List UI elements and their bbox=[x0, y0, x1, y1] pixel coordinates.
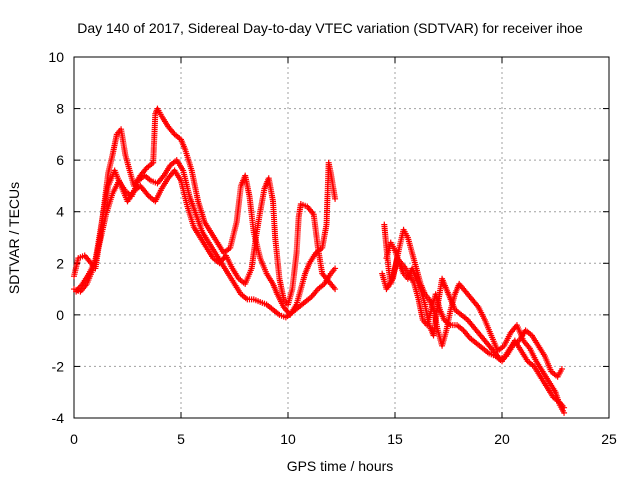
data-point bbox=[561, 409, 568, 416]
plot-frame bbox=[73, 56, 610, 419]
y-tick-label: -2 bbox=[52, 358, 65, 374]
x-tick-label: 5 bbox=[177, 431, 185, 447]
chart-title: Day 140 of 2017, Sidereal Day-to-day VTE… bbox=[77, 20, 583, 36]
tick-labels: 0 5 10 15 20 25 -4 -2 0 2 4 6 8 10 bbox=[48, 49, 617, 447]
x-axis-label: GPS time / hours bbox=[287, 458, 394, 474]
data-points bbox=[71, 105, 568, 416]
y-tick-label: 4 bbox=[56, 204, 64, 220]
series-track-e bbox=[383, 239, 565, 380]
data-point bbox=[561, 404, 568, 411]
x-tick-label: 10 bbox=[280, 431, 296, 447]
y-tick-label: 6 bbox=[56, 152, 64, 168]
data-point bbox=[332, 195, 339, 202]
data-point bbox=[332, 286, 339, 293]
y-tick-label: 10 bbox=[48, 49, 64, 65]
axis-ticks bbox=[73, 56, 610, 419]
x-tick-label: 20 bbox=[494, 431, 510, 447]
series-track-c bbox=[73, 167, 339, 308]
x-tick-label: 0 bbox=[70, 431, 78, 447]
y-tick-label: 2 bbox=[56, 255, 64, 271]
series-track-f bbox=[379, 255, 568, 411]
y-axis-label: SDTVAR / TECUs bbox=[6, 182, 22, 294]
y-tick-label: 0 bbox=[56, 307, 64, 323]
data-point bbox=[332, 265, 339, 272]
series-track-d bbox=[381, 221, 568, 416]
x-tick-label: 15 bbox=[387, 431, 403, 447]
y-tick-label: 8 bbox=[56, 101, 64, 117]
y-tick-label: -4 bbox=[52, 410, 65, 426]
x-tick-label: 25 bbox=[601, 431, 617, 447]
data-point bbox=[558, 366, 565, 373]
